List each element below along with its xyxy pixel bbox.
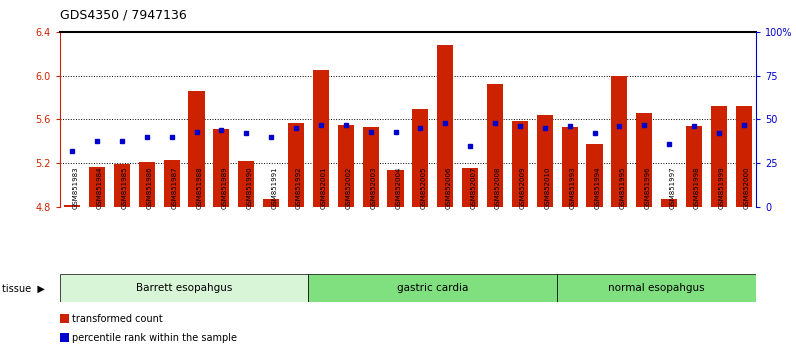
Text: GSM851992: GSM851992 bbox=[296, 167, 302, 209]
Bar bbox=[338, 125, 354, 207]
Bar bbox=[308, 274, 557, 302]
Bar bbox=[313, 70, 329, 207]
Text: GSM851983: GSM851983 bbox=[72, 166, 78, 209]
Text: transformed count: transformed count bbox=[72, 314, 163, 324]
Text: GSM851986: GSM851986 bbox=[146, 166, 153, 209]
Bar bbox=[288, 123, 304, 207]
Bar bbox=[263, 199, 279, 207]
Text: GSM852009: GSM852009 bbox=[520, 167, 526, 209]
Bar bbox=[487, 85, 503, 207]
Text: Barrett esopahgus: Barrett esopahgus bbox=[136, 283, 232, 293]
Text: GSM852004: GSM852004 bbox=[396, 167, 401, 209]
Text: GSM851998: GSM851998 bbox=[694, 166, 700, 209]
Text: GSM851993: GSM851993 bbox=[570, 166, 576, 209]
Text: GSM851996: GSM851996 bbox=[644, 166, 650, 209]
Bar bbox=[60, 274, 308, 302]
Text: GSM852001: GSM852001 bbox=[321, 167, 327, 209]
Text: GSM852007: GSM852007 bbox=[470, 167, 476, 209]
Text: gastric cardia: gastric cardia bbox=[397, 283, 469, 293]
Bar bbox=[238, 161, 255, 207]
Text: GSM851994: GSM851994 bbox=[595, 167, 600, 209]
Text: GSM852010: GSM852010 bbox=[544, 167, 551, 209]
Bar bbox=[561, 127, 578, 207]
Text: GSM852006: GSM852006 bbox=[445, 167, 451, 209]
Bar bbox=[437, 45, 454, 207]
Bar bbox=[388, 170, 404, 207]
Bar bbox=[587, 144, 603, 207]
Bar bbox=[557, 274, 756, 302]
Bar bbox=[163, 160, 180, 207]
Bar bbox=[114, 164, 130, 207]
Bar bbox=[711, 106, 727, 207]
Text: normal esopahgus: normal esopahgus bbox=[608, 283, 705, 293]
Bar bbox=[636, 113, 653, 207]
Bar bbox=[139, 162, 155, 207]
Bar bbox=[189, 91, 205, 207]
Bar bbox=[611, 76, 627, 207]
Text: GSM851985: GSM851985 bbox=[122, 167, 128, 209]
Text: tissue  ▶: tissue ▶ bbox=[2, 284, 45, 293]
Bar bbox=[412, 109, 428, 207]
Bar bbox=[537, 115, 553, 207]
Text: GSM851984: GSM851984 bbox=[97, 167, 103, 209]
Text: GSM851995: GSM851995 bbox=[619, 167, 626, 209]
Bar bbox=[512, 121, 528, 207]
Bar bbox=[362, 127, 379, 207]
Text: GSM851988: GSM851988 bbox=[197, 166, 202, 209]
Text: GDS4350 / 7947136: GDS4350 / 7947136 bbox=[60, 9, 186, 22]
Text: GSM851991: GSM851991 bbox=[271, 166, 277, 209]
Text: GSM851987: GSM851987 bbox=[172, 166, 178, 209]
Text: GSM852000: GSM852000 bbox=[743, 167, 750, 209]
Text: GSM852005: GSM852005 bbox=[420, 167, 427, 209]
Text: GSM851999: GSM851999 bbox=[719, 166, 725, 209]
Bar bbox=[736, 106, 752, 207]
Text: GSM851989: GSM851989 bbox=[221, 166, 228, 209]
Bar bbox=[64, 205, 80, 207]
Text: GSM851997: GSM851997 bbox=[669, 166, 675, 209]
Text: GSM852002: GSM852002 bbox=[345, 167, 352, 209]
Bar bbox=[89, 167, 105, 207]
Bar bbox=[661, 199, 677, 207]
Bar bbox=[686, 126, 702, 207]
Bar bbox=[213, 129, 229, 207]
Bar bbox=[462, 168, 478, 207]
Text: percentile rank within the sample: percentile rank within the sample bbox=[72, 333, 237, 343]
Text: GSM852008: GSM852008 bbox=[495, 167, 501, 209]
Text: GSM852003: GSM852003 bbox=[371, 167, 377, 209]
Text: GSM851990: GSM851990 bbox=[246, 166, 252, 209]
